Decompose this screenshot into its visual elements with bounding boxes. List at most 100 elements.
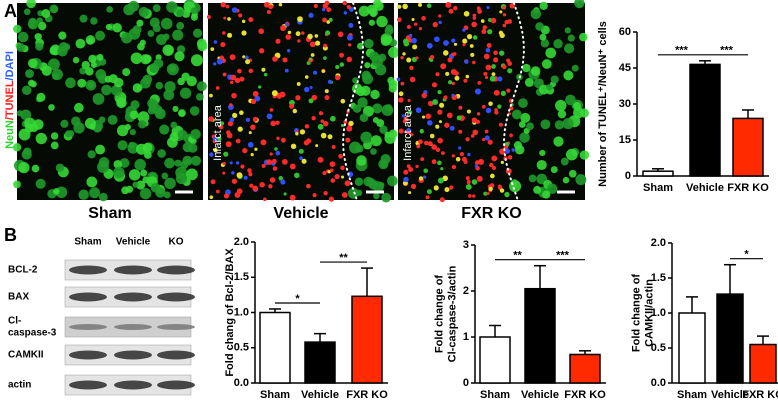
infarct-border [342, 2, 365, 201]
cell [18, 128, 31, 141]
cell [499, 50, 505, 56]
cell [539, 33, 547, 41]
cell [208, 116, 214, 122]
cell [499, 32, 505, 39]
cell [489, 162, 494, 168]
cell [431, 82, 438, 88]
cell [416, 144, 421, 149]
cell [501, 64, 507, 70]
blot-band [157, 265, 195, 275]
cell [431, 144, 437, 150]
cell [425, 195, 430, 200]
cell [346, 56, 353, 63]
cell [415, 107, 422, 113]
cell [437, 89, 442, 95]
cell [462, 38, 468, 44]
cell [317, 156, 324, 163]
stain-part: /TUNEL [4, 80, 16, 120]
cell [250, 124, 256, 130]
blot-column-label: KO [169, 237, 184, 248]
cell [533, 185, 542, 194]
cell [139, 187, 152, 200]
cell [213, 40, 218, 44]
cell [557, 109, 567, 119]
cell [149, 17, 160, 28]
cell [193, 28, 203, 38]
cell [530, 66, 541, 76]
cell [373, 0, 382, 8]
cell [550, 75, 559, 84]
cell [209, 93, 213, 98]
cell [107, 114, 118, 125]
cell [274, 147, 278, 151]
cell [562, 117, 574, 130]
cell [506, 88, 511, 93]
cell [418, 26, 423, 31]
cell [507, 19, 513, 24]
cell [322, 170, 327, 176]
cell [247, 168, 252, 173]
cell [482, 104, 486, 109]
cell [222, 72, 227, 77]
cell [225, 141, 232, 148]
cell [85, 79, 97, 91]
cell [445, 2, 452, 8]
cell [502, 6, 506, 10]
cell [408, 33, 413, 38]
cell [465, 137, 470, 142]
cell [418, 176, 424, 181]
cell [434, 36, 440, 43]
cell [17, 31, 29, 43]
cell [441, 151, 445, 155]
cell [294, 172, 300, 179]
cell [449, 125, 455, 131]
cell [252, 91, 259, 97]
cell [248, 131, 252, 135]
cell [285, 34, 292, 40]
cell [348, 22, 354, 28]
cell [563, 70, 574, 81]
cell [143, 54, 152, 64]
cell [387, 76, 395, 85]
cell [20, 109, 32, 121]
cell [403, 169, 409, 175]
y-tick-label: 30 [619, 98, 631, 110]
cell [53, 188, 60, 195]
cell [81, 60, 90, 70]
cell [258, 28, 264, 35]
cell [124, 124, 131, 131]
cell [128, 141, 136, 149]
cell [372, 117, 379, 124]
cell [159, 124, 170, 135]
cell [463, 78, 468, 83]
cell [154, 108, 166, 120]
cell [370, 10, 377, 18]
cell [498, 122, 503, 127]
infarct-border [502, 2, 525, 201]
significance-label: * [744, 249, 749, 261]
cell [330, 115, 336, 122]
cell [215, 86, 220, 90]
cell [451, 52, 455, 57]
cell [84, 117, 96, 129]
blot-row-label: BCL-2 [8, 265, 38, 276]
cell [241, 19, 246, 24]
cell [426, 3, 432, 9]
cell [147, 30, 155, 37]
cell [539, 1, 548, 10]
cell [414, 22, 418, 26]
cell [311, 116, 316, 121]
cell [472, 129, 479, 136]
cell [213, 147, 218, 153]
cell [423, 140, 429, 146]
infarct-label: Infarct area [402, 104, 414, 161]
y-tick-label: 2.0 [234, 236, 249, 248]
cell [453, 5, 458, 11]
cell [132, 181, 139, 188]
cell [321, 7, 326, 12]
cell [410, 133, 414, 137]
cell [295, 31, 301, 37]
stain-label: NeuN/TUNEL/DAPI [4, 51, 16, 149]
cell [540, 119, 551, 130]
cell [181, 72, 190, 81]
